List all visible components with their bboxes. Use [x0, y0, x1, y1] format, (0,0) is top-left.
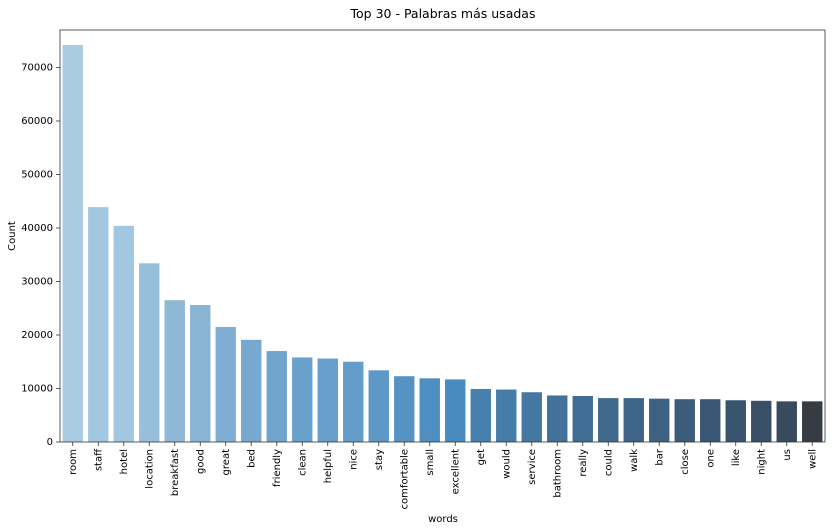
- x-tick-label: one: [705, 449, 716, 468]
- x-tick-label: breakfast: [170, 449, 181, 496]
- x-tick-label: staff: [93, 448, 104, 471]
- y-axis-label: Count: [7, 221, 18, 251]
- x-tick-label: excellent: [450, 449, 461, 494]
- y-tick-label: 50000: [21, 169, 53, 180]
- x-tick-label: could: [603, 449, 614, 476]
- x-tick-label: us: [782, 449, 793, 461]
- x-tick-label: hotel: [119, 449, 130, 474]
- x-tick-label: good: [195, 449, 206, 474]
- bar-great: [215, 326, 236, 442]
- x-tick-label: great: [221, 449, 232, 476]
- bar-breakfast: [164, 300, 185, 442]
- x-tick-label: small: [425, 449, 436, 476]
- x-tick-label: friendly: [272, 449, 283, 487]
- x-tick-label: get: [476, 449, 487, 466]
- x-tick-label: like: [731, 449, 742, 466]
- x-tick-label: room: [68, 449, 79, 475]
- y-tick-label: 0: [47, 437, 53, 448]
- bar-friendly: [266, 351, 287, 442]
- bar-would: [496, 389, 517, 442]
- bar-bed: [241, 339, 262, 442]
- x-tick-label: close: [680, 449, 691, 475]
- x-axis: room staff hotel location breakfast good great…: [68, 442, 818, 509]
- chart-title: Top 30 - Palabras más usadas: [350, 6, 536, 21]
- bar-bar: [649, 398, 670, 442]
- bar-hotel: [113, 225, 134, 442]
- x-tick-label: stay: [374, 449, 385, 470]
- x-tick-label: service: [527, 449, 538, 485]
- x-tick-label: clean: [297, 449, 308, 476]
- bar-excellent: [445, 379, 466, 442]
- bar-service: [521, 392, 542, 442]
- bar-good: [190, 305, 211, 442]
- bar-comfortable: [394, 376, 415, 442]
- x-tick-label: bar: [654, 448, 665, 465]
- bar-get: [470, 389, 491, 442]
- bar-location: [139, 263, 160, 442]
- bar-small: [419, 378, 440, 442]
- x-tick-label: bed: [246, 449, 257, 468]
- y-tick-label: 30000: [21, 276, 53, 287]
- bar-helpful: [317, 358, 338, 442]
- bar-night: [751, 400, 772, 442]
- bar-nice: [343, 361, 364, 442]
- y-tick-label: 10000: [21, 383, 53, 394]
- bar-walk: [623, 398, 644, 442]
- bar-one: [700, 399, 721, 442]
- bar-well: [802, 401, 823, 442]
- bar-like: [725, 400, 746, 442]
- x-tick-label: really: [578, 449, 589, 477]
- bar-us: [776, 401, 797, 442]
- bar-staff: [88, 207, 109, 442]
- bar-really: [572, 395, 593, 442]
- x-tick-label: would: [501, 449, 512, 479]
- bar-could: [598, 398, 619, 442]
- y-tick-label: 60000: [21, 116, 53, 127]
- x-tick-label: location: [144, 449, 155, 489]
- x-tick-label: bathroom: [552, 449, 563, 498]
- bar-room: [62, 44, 83, 442]
- bar-clean: [292, 357, 313, 442]
- x-tick-label: well: [807, 449, 818, 469]
- y-tick-label: 40000: [21, 223, 53, 234]
- x-tick-label: walk: [629, 449, 640, 472]
- x-tick-label: night: [756, 449, 767, 475]
- bars-group: [62, 44, 823, 442]
- bar-bathroom: [547, 395, 568, 442]
- bar-close: [674, 399, 695, 442]
- x-tick-label: nice: [348, 449, 359, 470]
- x-tick-label: helpful: [323, 449, 334, 483]
- x-tick-label: comfortable: [399, 449, 410, 509]
- y-tick-label: 20000: [21, 330, 53, 341]
- x-axis-label: words: [428, 514, 458, 525]
- y-axis: 0 10000 20000 30000 40000 50000 60000 70000: [21, 62, 60, 448]
- bar-stay: [368, 370, 389, 442]
- plot-frame: [59, 29, 826, 443]
- y-tick-label: 70000: [21, 62, 53, 73]
